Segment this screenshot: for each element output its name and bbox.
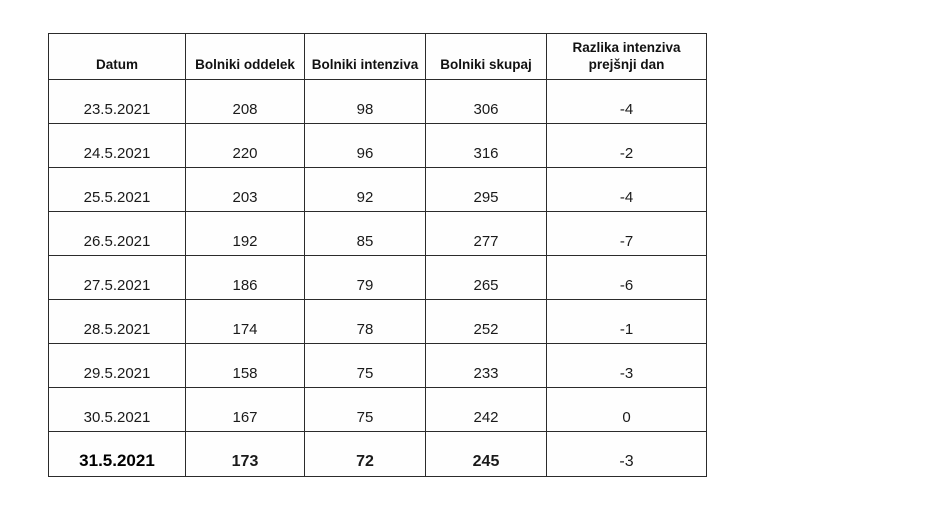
column-header-bolniki-oddelek: Bolniki oddelek	[185, 33, 305, 80]
cell-datum: 26.5.2021	[48, 211, 186, 256]
cell-razlika: -1	[546, 299, 707, 344]
cell-bolniki-oddelek: 208	[185, 79, 305, 124]
table-row: 30.5.2021 167 75 242 0	[48, 387, 707, 432]
cell-bolniki-intenziva: 85	[304, 211, 426, 256]
table-row: 27.5.2021 186 79 265 -6	[48, 255, 707, 300]
column-header-razlika-intenziva: Razlika intenziva prejšnji dan	[546, 33, 707, 80]
cell-razlika: -4	[546, 167, 707, 212]
cell-bolniki-oddelek: 203	[185, 167, 305, 212]
cell-bolniki-oddelek: 174	[185, 299, 305, 344]
cell-bolniki-skupaj: 233	[425, 343, 547, 388]
table-row: 28.5.2021 174 78 252 -1	[48, 299, 707, 344]
cell-bolniki-skupaj: 306	[425, 79, 547, 124]
cell-bolniki-intenziva: 96	[304, 123, 426, 168]
column-header-bolniki-skupaj: Bolniki skupaj	[425, 33, 547, 80]
cell-bolniki-intenziva: 78	[304, 299, 426, 344]
cell-bolniki-skupaj: 245	[425, 431, 547, 477]
table-row: 26.5.2021 192 85 277 -7	[48, 211, 707, 256]
cell-bolniki-oddelek: 186	[185, 255, 305, 300]
cell-bolniki-intenziva: 98	[304, 79, 426, 124]
cell-bolniki-oddelek: 220	[185, 123, 305, 168]
cell-razlika: -7	[546, 211, 707, 256]
cell-bolniki-intenziva: 75	[304, 387, 426, 432]
cell-datum: 25.5.2021	[48, 167, 186, 212]
cell-razlika: -6	[546, 255, 707, 300]
cell-bolniki-intenziva: 75	[304, 343, 426, 388]
hospital-patients-table: Datum Bolniki oddelek Bolniki intenziva …	[48, 33, 707, 477]
cell-bolniki-intenziva: 72	[304, 431, 426, 477]
cell-bolniki-skupaj: 295	[425, 167, 547, 212]
cell-bolniki-oddelek: 167	[185, 387, 305, 432]
cell-datum: 29.5.2021	[48, 343, 186, 388]
column-header-datum: Datum	[48, 33, 186, 80]
cell-bolniki-skupaj: 265	[425, 255, 547, 300]
cell-datum: 23.5.2021	[48, 79, 186, 124]
cell-bolniki-intenziva: 79	[304, 255, 426, 300]
table-row: 25.5.2021 203 92 295 -4	[48, 167, 707, 212]
table-row: 23.5.2021 208 98 306 -4	[48, 79, 707, 124]
cell-razlika: -3	[546, 431, 707, 477]
cell-razlika: -4	[546, 79, 707, 124]
cell-bolniki-oddelek: 158	[185, 343, 305, 388]
cell-bolniki-intenziva: 92	[304, 167, 426, 212]
cell-razlika: -2	[546, 123, 707, 168]
cell-bolniki-oddelek: 192	[185, 211, 305, 256]
cell-datum: 28.5.2021	[48, 299, 186, 344]
table-row: 24.5.2021 220 96 316 -2	[48, 123, 707, 168]
cell-datum: 31.5.2021	[48, 431, 186, 477]
cell-datum: 24.5.2021	[48, 123, 186, 168]
cell-bolniki-skupaj: 252	[425, 299, 547, 344]
cell-razlika: -3	[546, 343, 707, 388]
cell-datum: 30.5.2021	[48, 387, 186, 432]
table-row: 29.5.2021 158 75 233 -3	[48, 343, 707, 388]
cell-razlika: 0	[546, 387, 707, 432]
column-header-bolniki-intenziva: Bolniki intenziva	[304, 33, 426, 80]
cell-bolniki-skupaj: 242	[425, 387, 547, 432]
cell-datum: 27.5.2021	[48, 255, 186, 300]
table-row-total: 31.5.2021 173 72 245 -3	[48, 431, 707, 477]
header-row: Datum Bolniki oddelek Bolniki intenziva …	[48, 33, 707, 80]
cell-bolniki-oddelek: 173	[185, 431, 305, 477]
cell-bolniki-skupaj: 316	[425, 123, 547, 168]
cell-bolniki-skupaj: 277	[425, 211, 547, 256]
